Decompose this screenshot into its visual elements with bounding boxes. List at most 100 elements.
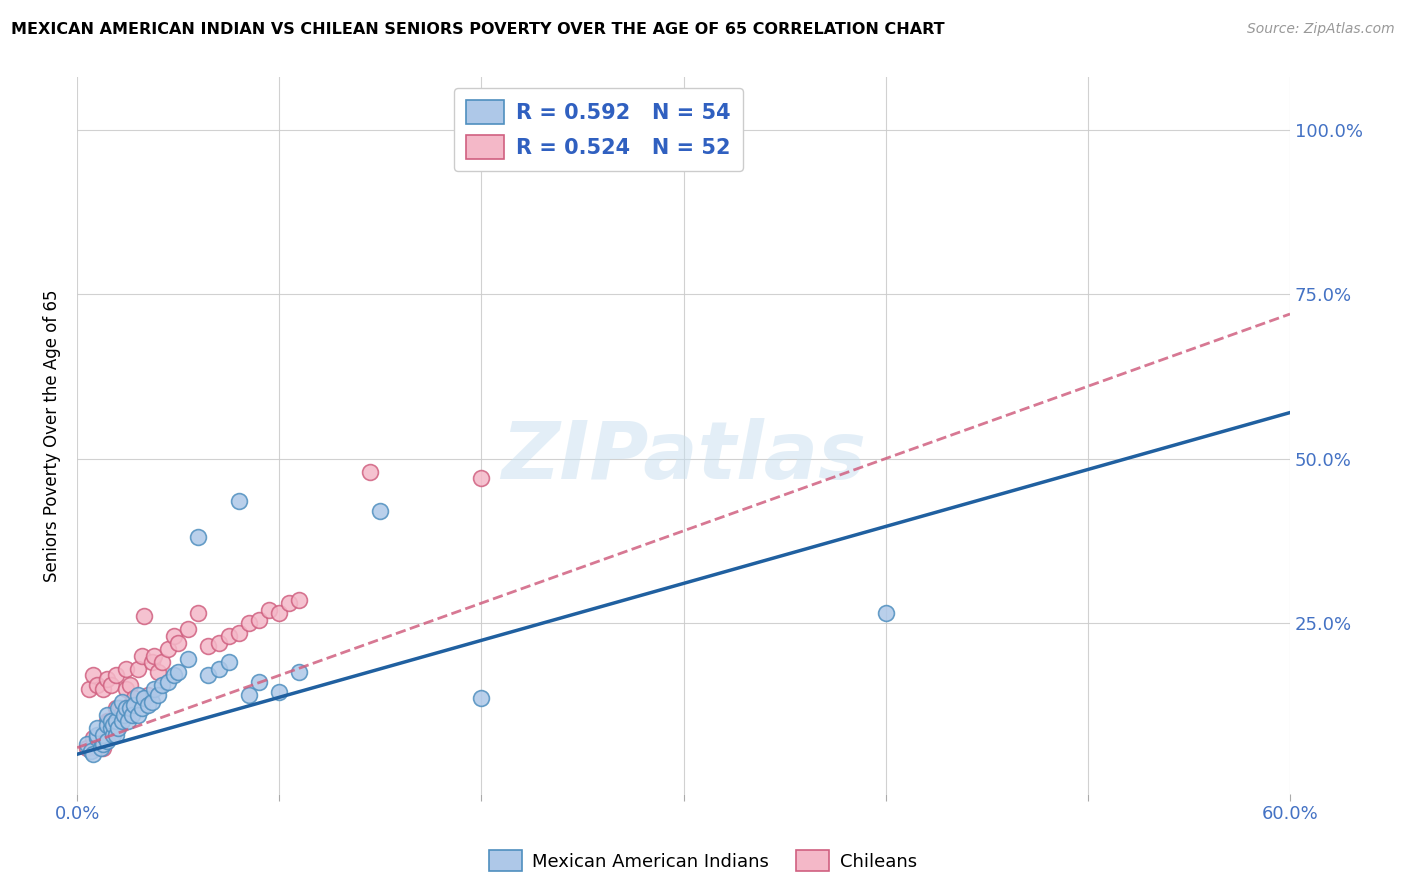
Point xyxy=(103,717,125,731)
Point xyxy=(278,596,301,610)
Point xyxy=(100,714,122,729)
Point xyxy=(177,652,200,666)
Point xyxy=(112,707,135,722)
Point xyxy=(131,701,153,715)
Point xyxy=(117,701,139,715)
Point xyxy=(117,714,139,729)
Point xyxy=(269,685,291,699)
Point xyxy=(163,668,186,682)
Point xyxy=(93,738,115,752)
Point xyxy=(288,592,311,607)
Point xyxy=(98,714,121,729)
Point xyxy=(132,609,155,624)
Point xyxy=(93,727,115,741)
Point xyxy=(197,668,219,682)
Point xyxy=(122,691,145,706)
Point xyxy=(96,714,118,729)
Point xyxy=(470,691,492,706)
Point xyxy=(104,701,127,715)
Point xyxy=(104,727,127,741)
Point xyxy=(114,662,136,676)
Point xyxy=(238,615,260,630)
Point xyxy=(257,603,280,617)
Point xyxy=(218,629,240,643)
Point xyxy=(146,688,169,702)
Point xyxy=(177,623,200,637)
Point xyxy=(107,701,129,715)
Point xyxy=(107,717,129,731)
Point xyxy=(288,665,311,679)
Point xyxy=(103,721,125,735)
Point xyxy=(104,668,127,682)
Point xyxy=(127,707,149,722)
Point xyxy=(132,691,155,706)
Point xyxy=(90,740,112,755)
Point xyxy=(141,655,163,669)
Point xyxy=(114,681,136,696)
Legend: R = 0.592   N = 54, R = 0.524   N = 52: R = 0.592 N = 54, R = 0.524 N = 52 xyxy=(454,87,744,171)
Point xyxy=(207,635,229,649)
Point xyxy=(100,721,122,735)
Point xyxy=(104,714,127,729)
Text: ZIPatlas: ZIPatlas xyxy=(501,418,866,496)
Point xyxy=(86,721,108,735)
Point xyxy=(228,494,250,508)
Point xyxy=(136,688,159,702)
Point xyxy=(82,731,104,745)
Point xyxy=(114,701,136,715)
Point xyxy=(167,665,190,679)
Point xyxy=(187,606,209,620)
Point xyxy=(90,734,112,748)
Point xyxy=(218,655,240,669)
Text: MEXICAN AMERICAN INDIAN VS CHILEAN SENIORS POVERTY OVER THE AGE OF 65 CORRELATIO: MEXICAN AMERICAN INDIAN VS CHILEAN SENIO… xyxy=(11,22,945,37)
Point xyxy=(146,665,169,679)
Point xyxy=(93,740,115,755)
Point xyxy=(96,672,118,686)
Point xyxy=(86,740,108,755)
Point xyxy=(187,530,209,544)
Point xyxy=(247,675,270,690)
Point xyxy=(110,705,132,719)
Point xyxy=(269,606,291,620)
Point xyxy=(77,681,100,696)
Point xyxy=(207,662,229,676)
Point xyxy=(359,465,381,479)
Point xyxy=(131,648,153,663)
Point xyxy=(100,678,122,692)
Point xyxy=(167,635,190,649)
Point xyxy=(142,681,165,696)
Point xyxy=(238,688,260,702)
Point xyxy=(107,721,129,735)
Point xyxy=(127,662,149,676)
Point xyxy=(82,747,104,762)
Point xyxy=(108,701,131,715)
Point xyxy=(197,639,219,653)
Point xyxy=(86,731,108,745)
Point xyxy=(112,707,135,722)
Point xyxy=(150,678,173,692)
Point xyxy=(80,744,103,758)
Point xyxy=(96,707,118,722)
Point xyxy=(247,613,270,627)
Point xyxy=(118,701,141,715)
Point xyxy=(82,668,104,682)
Point xyxy=(157,675,180,690)
Point xyxy=(163,629,186,643)
Point xyxy=(136,698,159,712)
Point xyxy=(110,695,132,709)
Point xyxy=(93,681,115,696)
Point xyxy=(86,727,108,741)
Point xyxy=(122,698,145,712)
Point xyxy=(875,606,897,620)
Text: Source: ZipAtlas.com: Source: ZipAtlas.com xyxy=(1247,22,1395,37)
Y-axis label: Seniors Poverty Over the Age of 65: Seniors Poverty Over the Age of 65 xyxy=(44,289,60,582)
Point xyxy=(76,738,98,752)
Point xyxy=(228,625,250,640)
Point xyxy=(76,740,98,755)
Point xyxy=(121,707,143,722)
Point xyxy=(142,648,165,663)
Legend: Mexican American Indians, Chileans: Mexican American Indians, Chileans xyxy=(482,843,924,879)
Point xyxy=(100,714,122,729)
Point xyxy=(96,734,118,748)
Point xyxy=(127,688,149,702)
